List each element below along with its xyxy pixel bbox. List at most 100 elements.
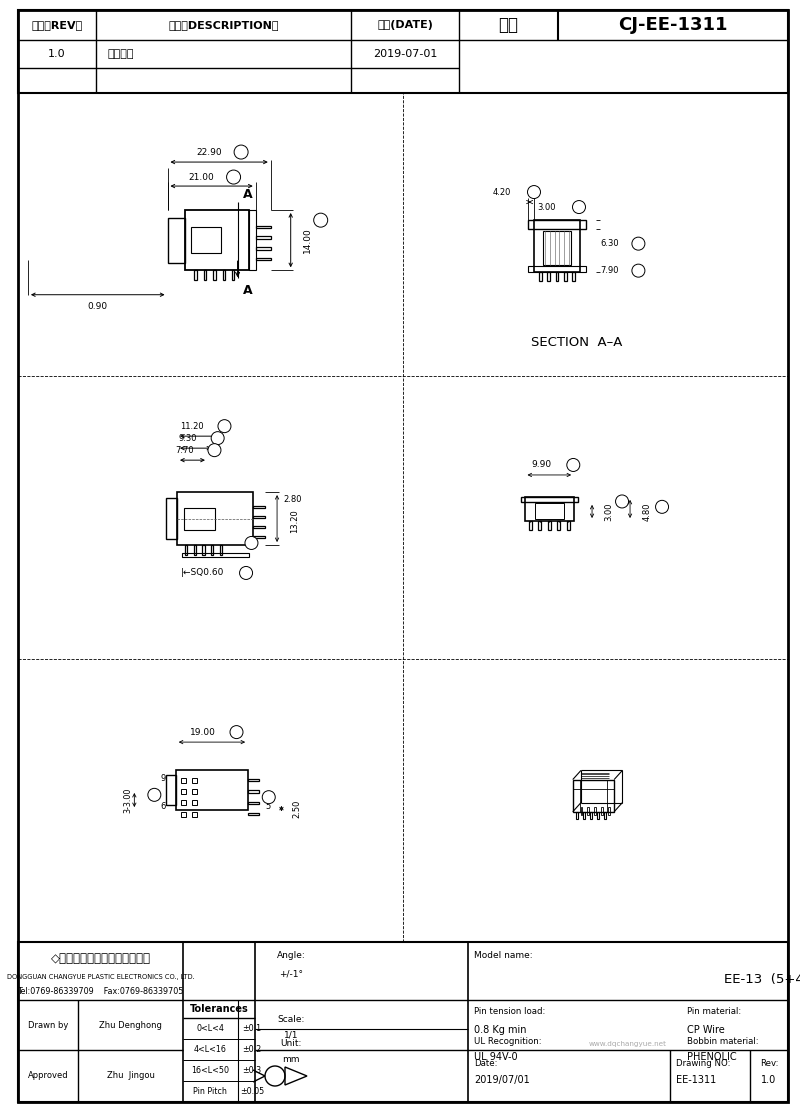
Bar xyxy=(253,526,265,528)
Text: DONGGUAN CHANGYUE PLASTIC ELECTRONICS CO., LTD.: DONGGUAN CHANGYUE PLASTIC ELECTRONICS CO… xyxy=(6,974,194,980)
Text: Approved: Approved xyxy=(28,1072,68,1081)
Bar xyxy=(176,771,248,810)
Text: Date:: Date: xyxy=(474,1059,498,1068)
Bar xyxy=(253,506,265,508)
Text: Drawing NO:: Drawing NO: xyxy=(676,1059,730,1068)
Circle shape xyxy=(245,536,258,549)
Bar xyxy=(534,220,581,272)
Bar xyxy=(567,520,570,530)
Bar xyxy=(564,272,566,281)
Text: Bobbin material:: Bobbin material: xyxy=(687,1036,759,1045)
Text: 7.70: 7.70 xyxy=(175,446,194,455)
Text: H: H xyxy=(222,424,227,429)
Circle shape xyxy=(262,791,275,804)
Text: mm: mm xyxy=(282,1054,300,1063)
Bar xyxy=(558,520,560,530)
Text: 22.90: 22.90 xyxy=(196,148,222,157)
Circle shape xyxy=(567,458,580,471)
Circle shape xyxy=(314,214,328,227)
Bar xyxy=(194,545,196,555)
Text: Pin Pitch: Pin Pitch xyxy=(193,1088,227,1096)
Text: 9.90: 9.90 xyxy=(531,460,551,469)
Bar xyxy=(521,497,578,502)
Text: M: M xyxy=(243,570,249,576)
Text: 首次发行: 首次发行 xyxy=(108,49,134,59)
Bar xyxy=(211,545,214,555)
Text: 2019/07/01: 2019/07/01 xyxy=(474,1075,530,1085)
Circle shape xyxy=(573,200,586,214)
Bar xyxy=(181,777,186,783)
Text: 2019-07-01: 2019-07-01 xyxy=(373,49,437,59)
Text: R: R xyxy=(152,792,157,797)
Bar xyxy=(594,807,596,814)
Bar xyxy=(220,545,222,555)
Bar xyxy=(185,210,250,270)
Text: 9.30: 9.30 xyxy=(178,434,197,443)
Text: 19.00: 19.00 xyxy=(190,727,215,736)
Text: A: A xyxy=(242,188,253,200)
Bar xyxy=(166,498,177,539)
Bar xyxy=(222,270,225,280)
Bar xyxy=(184,507,215,529)
Text: O: O xyxy=(619,498,625,505)
Text: 16<L<50: 16<L<50 xyxy=(191,1066,229,1075)
Text: S: S xyxy=(266,794,271,801)
Text: N: N xyxy=(570,461,576,468)
Text: Unit:: Unit: xyxy=(280,1039,302,1048)
Text: 4<L<16: 4<L<16 xyxy=(194,1045,226,1054)
Text: 6: 6 xyxy=(161,803,166,812)
Bar xyxy=(181,812,186,816)
Bar xyxy=(248,802,259,804)
Bar xyxy=(529,520,532,530)
Text: UL 94V-0: UL 94V-0 xyxy=(474,1052,518,1062)
Text: Tel:0769-86339709    Fax:0769-86339705: Tel:0769-86339709 Fax:0769-86339705 xyxy=(18,987,184,996)
Text: 5: 5 xyxy=(266,803,270,812)
Bar xyxy=(529,220,586,229)
Bar xyxy=(167,218,185,262)
Text: C: C xyxy=(318,217,323,224)
Text: UL Recognition:: UL Recognition: xyxy=(474,1036,542,1045)
Text: Q: Q xyxy=(234,729,239,735)
Bar xyxy=(581,807,582,814)
Text: Angle:: Angle: xyxy=(277,952,306,961)
Text: 3-3.00: 3-3.00 xyxy=(124,787,133,813)
Text: 1.0: 1.0 xyxy=(762,1075,777,1085)
Bar xyxy=(602,807,603,814)
Bar xyxy=(587,807,590,814)
Bar xyxy=(18,10,788,93)
Bar xyxy=(577,812,578,820)
Bar xyxy=(248,780,259,781)
Text: K: K xyxy=(250,540,254,546)
Bar xyxy=(538,520,541,530)
Circle shape xyxy=(655,500,669,514)
Bar xyxy=(525,497,574,520)
Bar xyxy=(250,210,256,270)
Bar xyxy=(253,516,265,518)
Bar xyxy=(256,237,270,239)
Bar xyxy=(597,812,599,820)
Text: P: P xyxy=(660,504,664,509)
Text: PHENOLIC: PHENOLIC xyxy=(687,1052,737,1062)
Bar xyxy=(248,813,259,815)
Bar xyxy=(539,272,542,281)
Circle shape xyxy=(632,237,645,250)
Text: 型号: 型号 xyxy=(498,16,518,34)
Bar xyxy=(547,272,550,281)
Bar xyxy=(256,226,270,228)
Bar xyxy=(590,812,592,820)
Text: I: I xyxy=(217,435,218,441)
Text: CP Wire: CP Wire xyxy=(687,1025,725,1035)
Bar xyxy=(583,812,585,820)
Bar xyxy=(192,801,198,805)
Bar xyxy=(529,266,586,272)
Bar xyxy=(177,493,253,545)
Text: |←SQ0.60: |←SQ0.60 xyxy=(181,568,225,577)
Bar xyxy=(573,780,614,812)
Bar xyxy=(232,270,234,280)
Text: 1/1: 1/1 xyxy=(284,1031,298,1040)
Text: Scale:: Scale: xyxy=(278,1014,305,1023)
Circle shape xyxy=(218,419,231,433)
Text: F: F xyxy=(637,240,641,247)
Text: 1.0: 1.0 xyxy=(48,49,66,59)
Text: E: E xyxy=(577,203,581,210)
